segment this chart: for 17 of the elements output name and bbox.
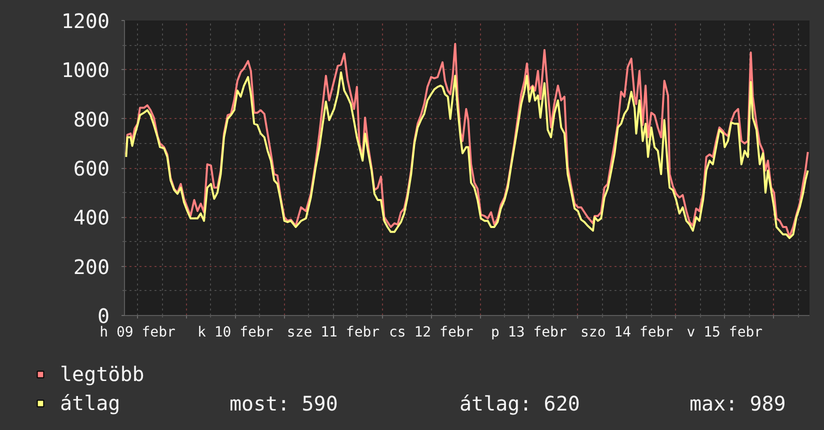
- legend-label: átlag: [60, 391, 120, 415]
- text: átlag: 620: [460, 392, 580, 416]
- x-tick-label: v 15 febr: [686, 324, 763, 340]
- x-tick-label: sze 11 febr: [286, 324, 380, 340]
- x-tick-label: k 10 febr: [197, 324, 274, 340]
- y-tick-label: 1000: [61, 58, 110, 82]
- text: max: 989: [690, 392, 786, 416]
- x-tick-label: szo 14 febr: [580, 324, 674, 340]
- y-tick-label: 200: [73, 254, 110, 279]
- y-tick-label: 800: [73, 107, 110, 132]
- legend-label: legtöbb: [60, 362, 144, 386]
- x-tick-label: cs 12 febr: [388, 324, 474, 340]
- text: most: 590: [230, 392, 338, 416]
- y-tick-label: 1200: [61, 9, 110, 33]
- y-tick-label: 600: [73, 156, 110, 180]
- x-tick-label: p 13 febr: [491, 324, 567, 340]
- y-tick-label: 400: [73, 206, 110, 230]
